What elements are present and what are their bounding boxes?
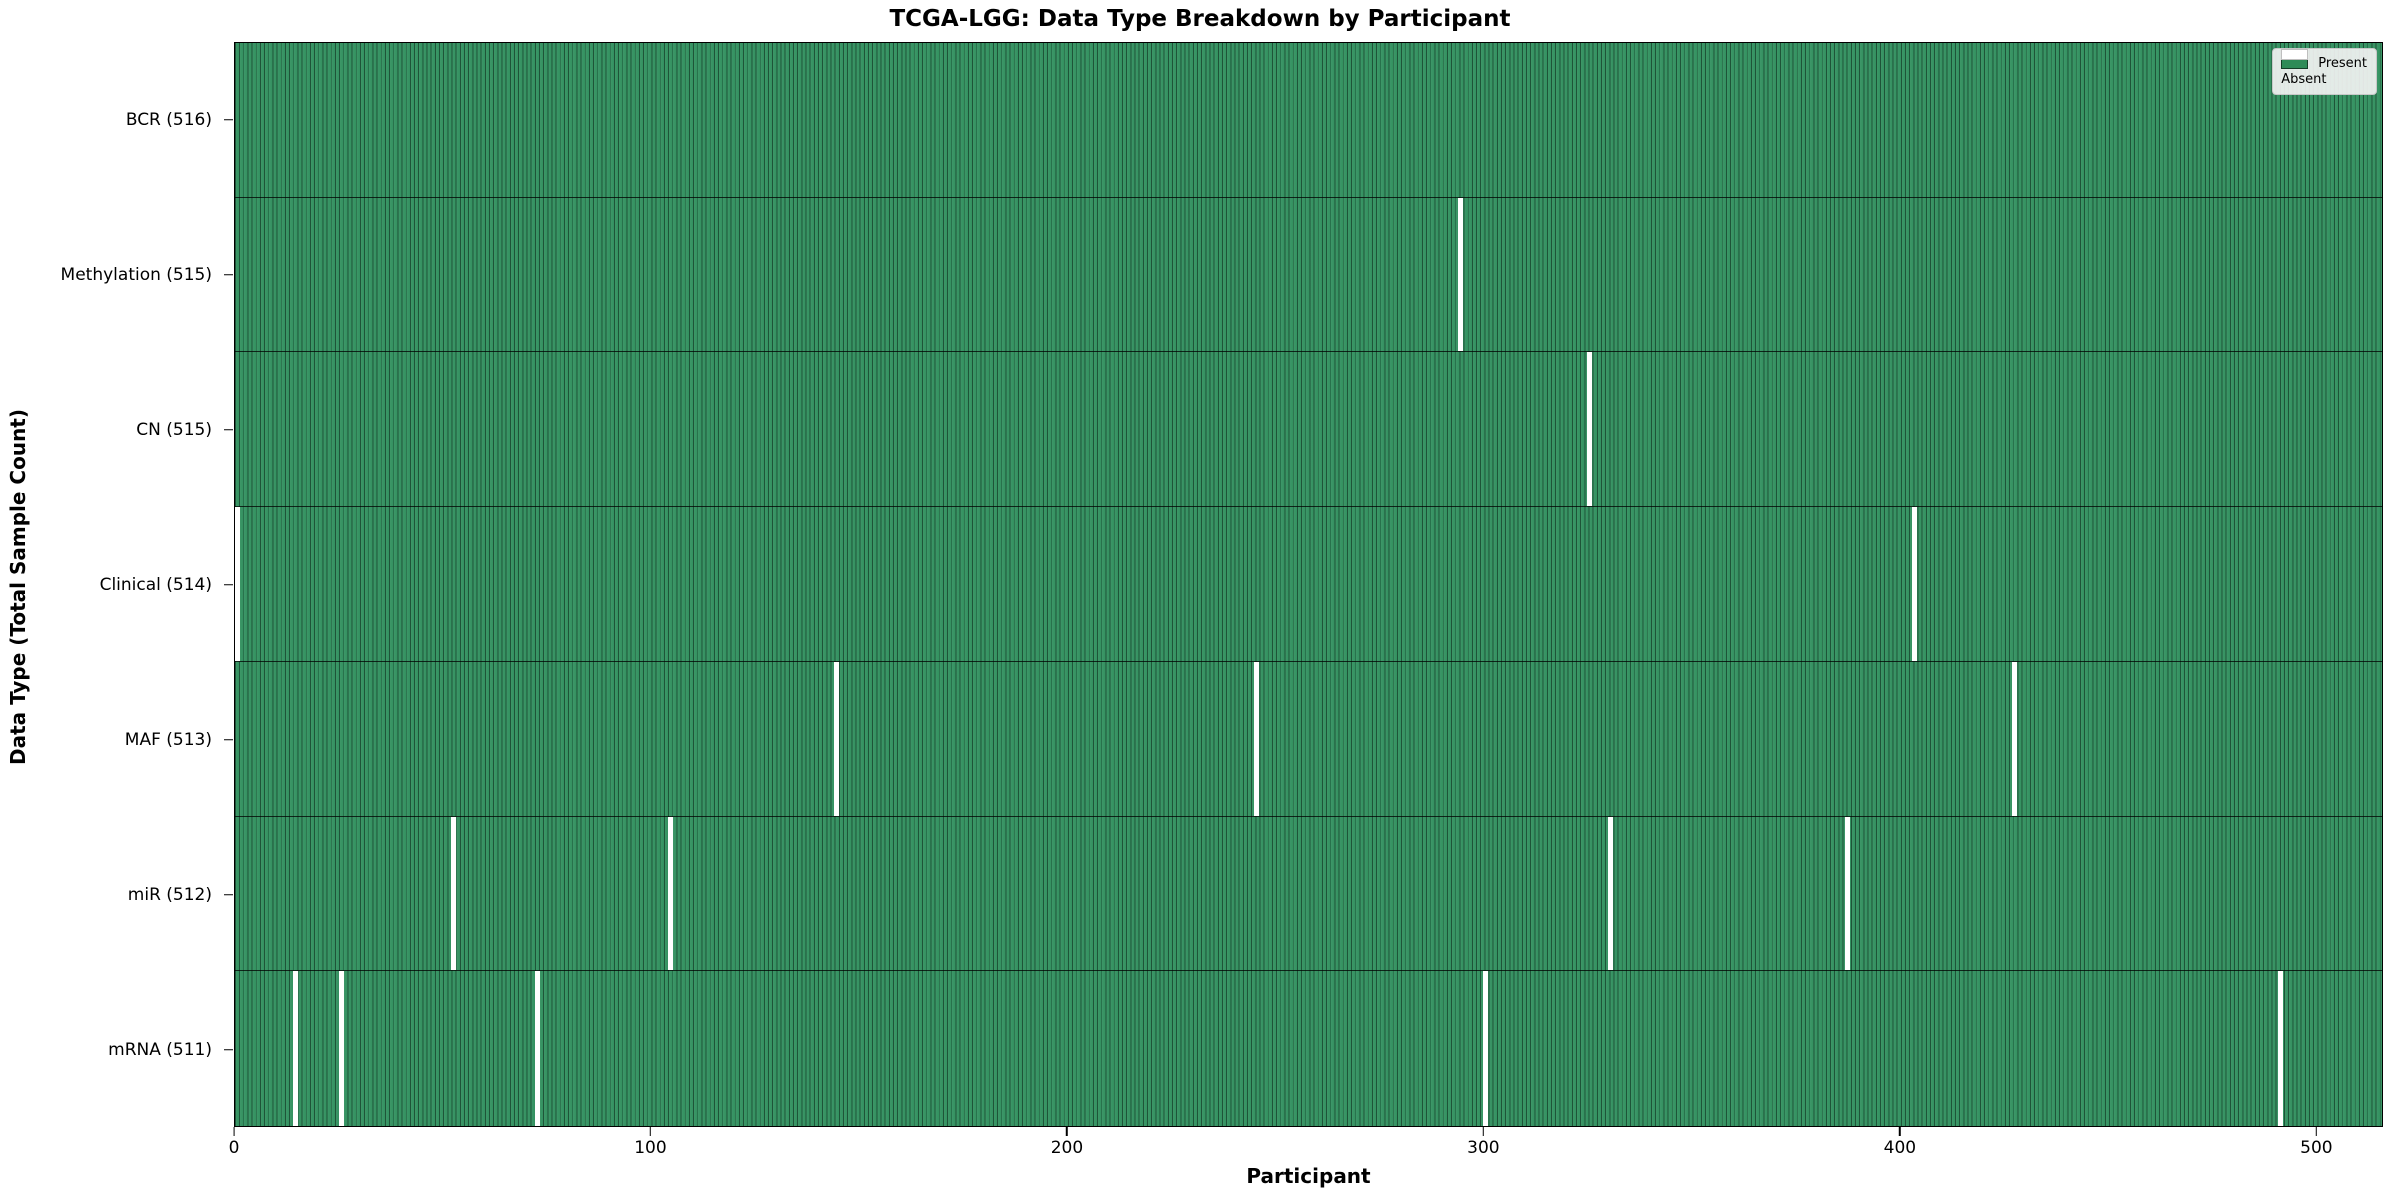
y-tick-label-bcr: BCR (516): [125, 109, 212, 130]
absent-swatch-icon: [2281, 49, 2309, 60]
absent-cell: [1608, 816, 1614, 971]
y-tick-mark: [224, 583, 233, 586]
legend: Present Absent: [2272, 48, 2377, 95]
y-tick-label-mrna: mRNA (511): [108, 1039, 212, 1060]
absent-cell: [451, 816, 457, 971]
x-tick-0: 0: [228, 1127, 240, 1158]
absent-cell: [2011, 661, 2017, 816]
heatmap-row-bcr: [235, 43, 2382, 198]
x-axis-label: Participant: [1246, 1164, 1371, 1188]
heatmap-row-methylation: [235, 197, 2382, 353]
x-tick-mark: [649, 1127, 652, 1136]
absent-cell: [293, 971, 299, 1126]
x-tick-mark: [1482, 1127, 1485, 1136]
x-tick-100: 100: [634, 1127, 667, 1158]
x-tick-500: 500: [2300, 1127, 2333, 1158]
plot-area: Present Absent: [234, 42, 2383, 1127]
chart-title: TCGA-LGG: Data Type Breakdown by Partici…: [889, 6, 1511, 32]
absent-cell: [2277, 971, 2283, 1126]
x-tick-label: 200: [1050, 1138, 1084, 1158]
absent-cell: [667, 816, 673, 971]
x-tick-label: 400: [1883, 1138, 1917, 1158]
legend-present-label: Present: [2318, 56, 2367, 71]
y-tick-label-cn: CN (515): [136, 419, 212, 440]
x-tick-label: 100: [634, 1138, 667, 1158]
heatmap-row-cn: [235, 352, 2382, 508]
heatmap-row-mir: [235, 816, 2382, 972]
x-tick-400: 400: [1884, 1127, 1916, 1158]
x-tick-300: 300: [1467, 1127, 1500, 1158]
x-tick-mark: [1899, 1127, 1901, 1136]
heatmap-row-maf: [235, 661, 2382, 817]
heatmap-row-clinical: [235, 507, 2382, 662]
legend-absent-label: Absent: [2281, 72, 2327, 87]
heatmap-row-mrna: [235, 971, 2382, 1126]
x-tick-mark: [1066, 1127, 1068, 1136]
y-tick-mark: [224, 428, 233, 431]
y-tick-mark: [224, 738, 233, 741]
legend-entry-absent: Absent: [2281, 49, 2367, 87]
absent-cell: [1483, 971, 1489, 1126]
absent-cell: [1254, 661, 1260, 816]
y-tick-label-maf: MAF (513): [124, 729, 212, 750]
absent-cell: [1587, 352, 1593, 507]
absent-cell: [1845, 816, 1851, 971]
y-tick-label-mir: miR (512): [127, 884, 212, 905]
absent-cell: [1911, 507, 1917, 661]
x-tick-200: 200: [1051, 1127, 1083, 1158]
y-tick-label-clinical: Clinical (514): [99, 574, 212, 595]
absent-cell: [834, 661, 840, 816]
y-tick-label-methylation: Methylation (515): [60, 264, 212, 285]
x-axis: 0 100 200 300 400 500: [229, 1127, 2383, 1167]
x-tick-mark: [2315, 1127, 2318, 1136]
y-axis: BCR (516) Methylation (515) CN (515) Clinic…: [0, 42, 234, 1127]
x-tick-label: 0: [228, 1138, 240, 1158]
y-tick-mark: [224, 273, 233, 276]
absent-cell: [235, 507, 240, 661]
x-tick-label: 500: [2300, 1138, 2333, 1158]
absent-cell: [339, 971, 345, 1126]
y-tick-mark: [224, 893, 233, 896]
y-tick-mark: [224, 1048, 233, 1051]
absent-cell: [1458, 197, 1464, 352]
x-tick-mark: [233, 1127, 235, 1136]
absent-cell: [534, 971, 540, 1126]
x-tick-label: 300: [1467, 1138, 1500, 1158]
y-tick-mark: [224, 118, 233, 121]
